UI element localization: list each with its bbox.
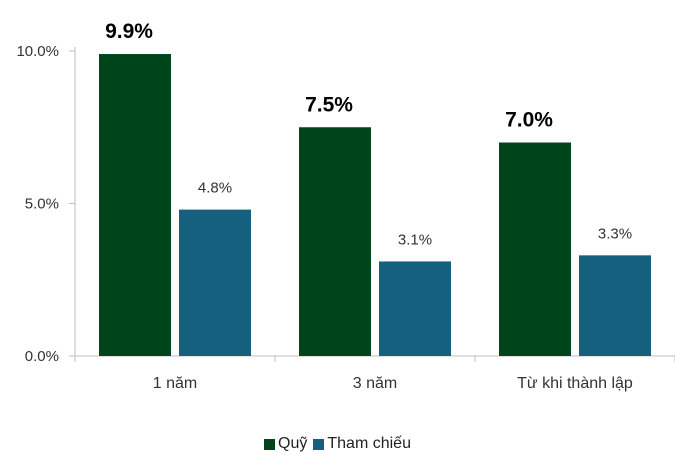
data-label: 7.5%	[305, 93, 353, 116]
bar-tham-chieu	[379, 261, 451, 356]
data-label: 3.3%	[598, 225, 632, 242]
x-tick-label: 3 năm	[353, 375, 397, 392]
y-tick-label: 10.0%	[16, 43, 59, 60]
bar-quy	[499, 142, 571, 356]
legend-item-quy: Quỹ	[264, 435, 307, 453]
data-label: 7.0%	[505, 109, 553, 132]
bar-quy	[99, 54, 171, 357]
y-tick-label: 5.0%	[25, 196, 59, 213]
x-axis-ticks	[74, 356, 675, 362]
legend-swatch-tham-chieu	[313, 438, 325, 450]
bar-tham-chieu	[579, 255, 651, 356]
legend-label-tham-chieu: Tham chiếu	[327, 435, 411, 452]
x-tick-label: Từ khi thành lập	[517, 375, 633, 392]
x-axis-tick-labels: 1 năm 3 năm Từ khi thành lập	[153, 375, 633, 392]
y-tick-label: 0.0%	[25, 348, 59, 365]
x-tick-label: 1 năm	[153, 375, 197, 392]
data-label: 9.9%	[105, 20, 153, 43]
data-labels: 9.9% 4.8% 7.5% 3.1% 7.0% 3.3%	[105, 20, 632, 248]
y-axis-tick-labels: 0.0% 5.0% 10.0%	[16, 43, 59, 365]
data-label: 4.8%	[198, 180, 232, 197]
legend-swatch-quy	[264, 438, 276, 450]
y-axis-ticks	[69, 50, 75, 357]
legend-item-tham-chieu: Tham chiếu	[313, 435, 411, 453]
data-label: 3.1%	[398, 231, 432, 248]
bar-tham-chieu	[179, 209, 251, 356]
bar-series	[99, 54, 651, 357]
bar-quy	[299, 127, 371, 356]
chart-legend: Quỹ Tham chiếu	[0, 435, 675, 453]
legend-label-quy: Quỹ	[278, 435, 308, 452]
